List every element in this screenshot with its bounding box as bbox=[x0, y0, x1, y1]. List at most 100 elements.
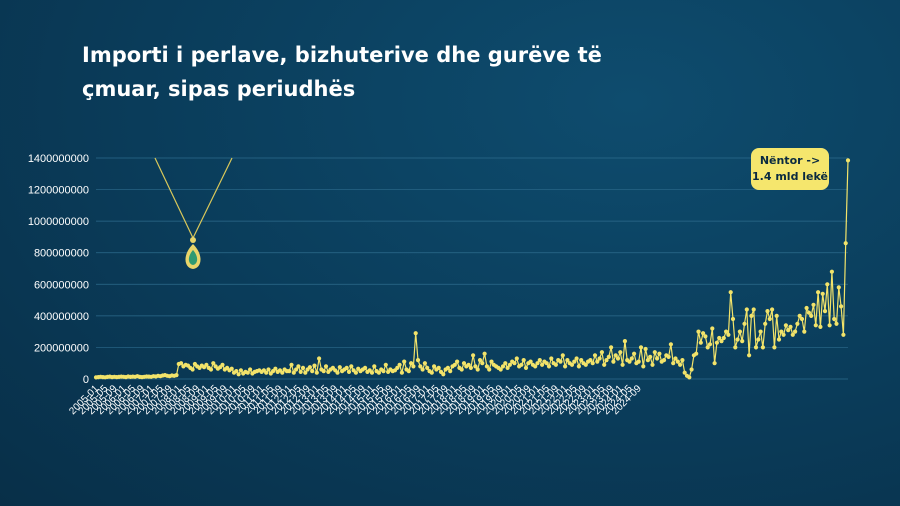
data-point bbox=[641, 364, 646, 369]
data-point bbox=[795, 321, 800, 326]
data-point bbox=[519, 362, 524, 367]
data-point bbox=[682, 370, 687, 375]
data-point bbox=[477, 358, 483, 363]
data-point bbox=[703, 334, 708, 339]
data-point bbox=[696, 329, 701, 334]
data-point bbox=[613, 353, 618, 358]
data-point bbox=[553, 362, 559, 367]
data-point bbox=[505, 365, 510, 370]
data-point bbox=[783, 323, 789, 328]
data-point bbox=[668, 342, 674, 347]
data-point bbox=[441, 372, 446, 377]
data-point bbox=[236, 372, 241, 377]
data-point bbox=[772, 345, 777, 350]
data-point bbox=[694, 351, 699, 356]
data-point bbox=[448, 369, 453, 374]
data-point bbox=[498, 367, 503, 372]
data-point bbox=[645, 358, 651, 363]
data-point bbox=[314, 370, 319, 375]
data-point bbox=[349, 364, 354, 369]
data-point bbox=[781, 332, 786, 337]
data-point bbox=[190, 367, 195, 372]
data-point bbox=[369, 370, 375, 375]
data-point bbox=[832, 316, 837, 322]
data-point bbox=[790, 332, 795, 337]
data-point bbox=[537, 358, 542, 363]
data-point bbox=[544, 361, 549, 366]
data-point bbox=[744, 307, 749, 312]
data-point bbox=[294, 367, 299, 372]
data-point bbox=[705, 345, 710, 350]
data-point bbox=[834, 321, 839, 326]
data-point bbox=[602, 362, 607, 367]
data-point bbox=[721, 335, 726, 341]
data-point bbox=[737, 329, 743, 334]
data-point bbox=[572, 359, 577, 364]
data-point bbox=[399, 370, 404, 375]
data-point bbox=[588, 358, 593, 363]
data-point bbox=[473, 364, 478, 369]
data-point bbox=[701, 331, 706, 336]
data-point bbox=[636, 359, 641, 364]
data-point bbox=[740, 339, 745, 344]
data-point bbox=[770, 307, 775, 312]
data-point bbox=[452, 362, 457, 367]
data-point bbox=[468, 365, 473, 370]
data-point bbox=[751, 307, 756, 312]
y-tick-label: 800000000 bbox=[34, 248, 89, 260]
data-point bbox=[204, 362, 209, 367]
data-point bbox=[503, 361, 508, 366]
data-point bbox=[291, 370, 296, 375]
data-point bbox=[512, 361, 517, 366]
data-point bbox=[650, 362, 655, 367]
grid-lines bbox=[96, 157, 848, 380]
data-point bbox=[779, 329, 784, 334]
data-point bbox=[558, 359, 563, 364]
y-tick-label: 1000000000 bbox=[28, 216, 89, 228]
data-point bbox=[756, 337, 761, 342]
annotation-callout: Nëntor -> 1.4 mld lekë bbox=[751, 148, 829, 190]
data-point bbox=[638, 345, 644, 350]
data-point bbox=[411, 364, 416, 369]
data-point bbox=[687, 375, 692, 380]
data-point bbox=[747, 353, 752, 358]
data-point bbox=[264, 370, 269, 375]
data-point bbox=[248, 367, 253, 372]
data-point bbox=[234, 369, 239, 374]
data-point bbox=[514, 356, 519, 361]
y-tick-label: 1400000000 bbox=[28, 153, 89, 165]
data-point bbox=[432, 364, 437, 369]
data-point bbox=[618, 350, 623, 355]
data-point bbox=[597, 356, 602, 361]
data-point bbox=[459, 367, 464, 372]
data-point bbox=[323, 364, 329, 369]
data-point bbox=[482, 351, 487, 356]
data-point bbox=[818, 324, 823, 329]
data-point bbox=[546, 364, 552, 369]
y-axis-ticks: 0 200000000 400000000 600000000 800000000 100… bbox=[28, 153, 89, 386]
data-point bbox=[620, 362, 625, 367]
data-point bbox=[632, 351, 637, 356]
data-point bbox=[523, 365, 529, 370]
data-point bbox=[420, 367, 425, 372]
data-point bbox=[802, 329, 807, 334]
data-point bbox=[712, 361, 717, 366]
data-point bbox=[583, 362, 588, 367]
data-point bbox=[220, 362, 225, 367]
data-point bbox=[609, 345, 614, 350]
y-tick-label: 400000000 bbox=[34, 311, 89, 323]
data-point bbox=[500, 364, 506, 369]
data-point bbox=[337, 365, 342, 370]
data-point bbox=[678, 362, 683, 367]
data-point bbox=[629, 356, 634, 361]
data-point bbox=[245, 370, 250, 375]
data-point bbox=[827, 323, 832, 328]
y-tick-label: 0 bbox=[83, 374, 89, 386]
data-point bbox=[765, 309, 770, 314]
data-point bbox=[845, 158, 851, 163]
data-point bbox=[710, 326, 715, 331]
data-point bbox=[813, 323, 818, 328]
data-point bbox=[717, 335, 722, 341]
data-point bbox=[507, 362, 512, 367]
